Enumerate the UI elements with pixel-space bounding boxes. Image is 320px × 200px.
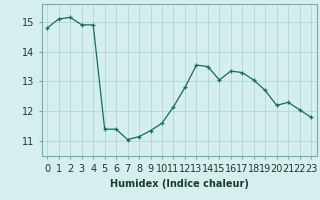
X-axis label: Humidex (Indice chaleur): Humidex (Indice chaleur) (110, 179, 249, 189)
